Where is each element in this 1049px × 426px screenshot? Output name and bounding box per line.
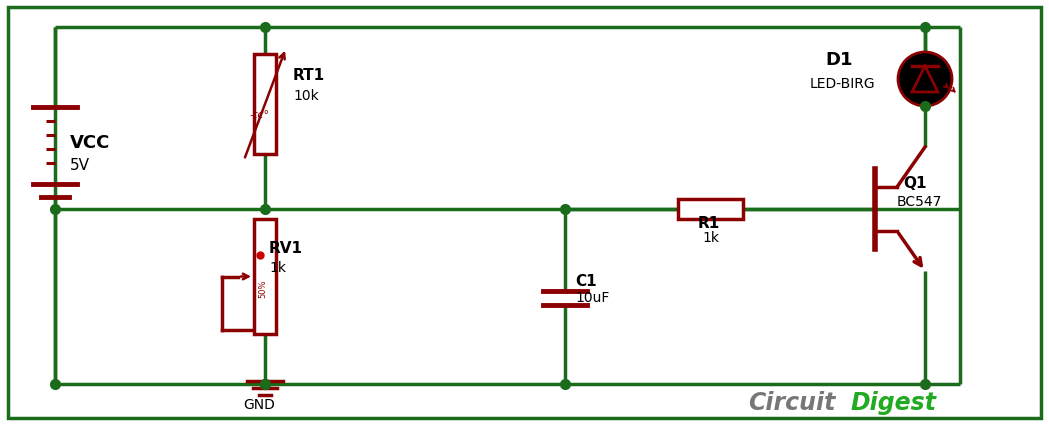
Text: RV1: RV1 xyxy=(269,240,303,256)
Text: 1k: 1k xyxy=(702,230,719,245)
Text: 10k: 10k xyxy=(293,89,319,103)
Text: Digest: Digest xyxy=(850,390,936,414)
Text: Q1: Q1 xyxy=(903,176,926,190)
Text: GND: GND xyxy=(243,397,275,411)
Text: LED-BIRG: LED-BIRG xyxy=(810,77,876,91)
Text: 50%: 50% xyxy=(258,278,267,297)
Text: BC547: BC547 xyxy=(897,195,942,208)
Bar xyxy=(254,55,276,155)
Text: -tc°: -tc° xyxy=(249,110,270,120)
Text: Circuit: Circuit xyxy=(748,390,835,414)
Text: C1: C1 xyxy=(575,273,597,288)
Text: RT1: RT1 xyxy=(293,68,325,83)
Text: 5V: 5V xyxy=(70,158,90,173)
Text: R1: R1 xyxy=(698,216,721,230)
Bar xyxy=(678,199,743,219)
Text: 1k: 1k xyxy=(269,260,286,274)
Bar xyxy=(254,219,276,334)
Circle shape xyxy=(898,53,952,107)
Text: 10uF: 10uF xyxy=(575,290,609,304)
Text: VCC: VCC xyxy=(70,134,110,152)
Text: D1: D1 xyxy=(825,51,853,69)
